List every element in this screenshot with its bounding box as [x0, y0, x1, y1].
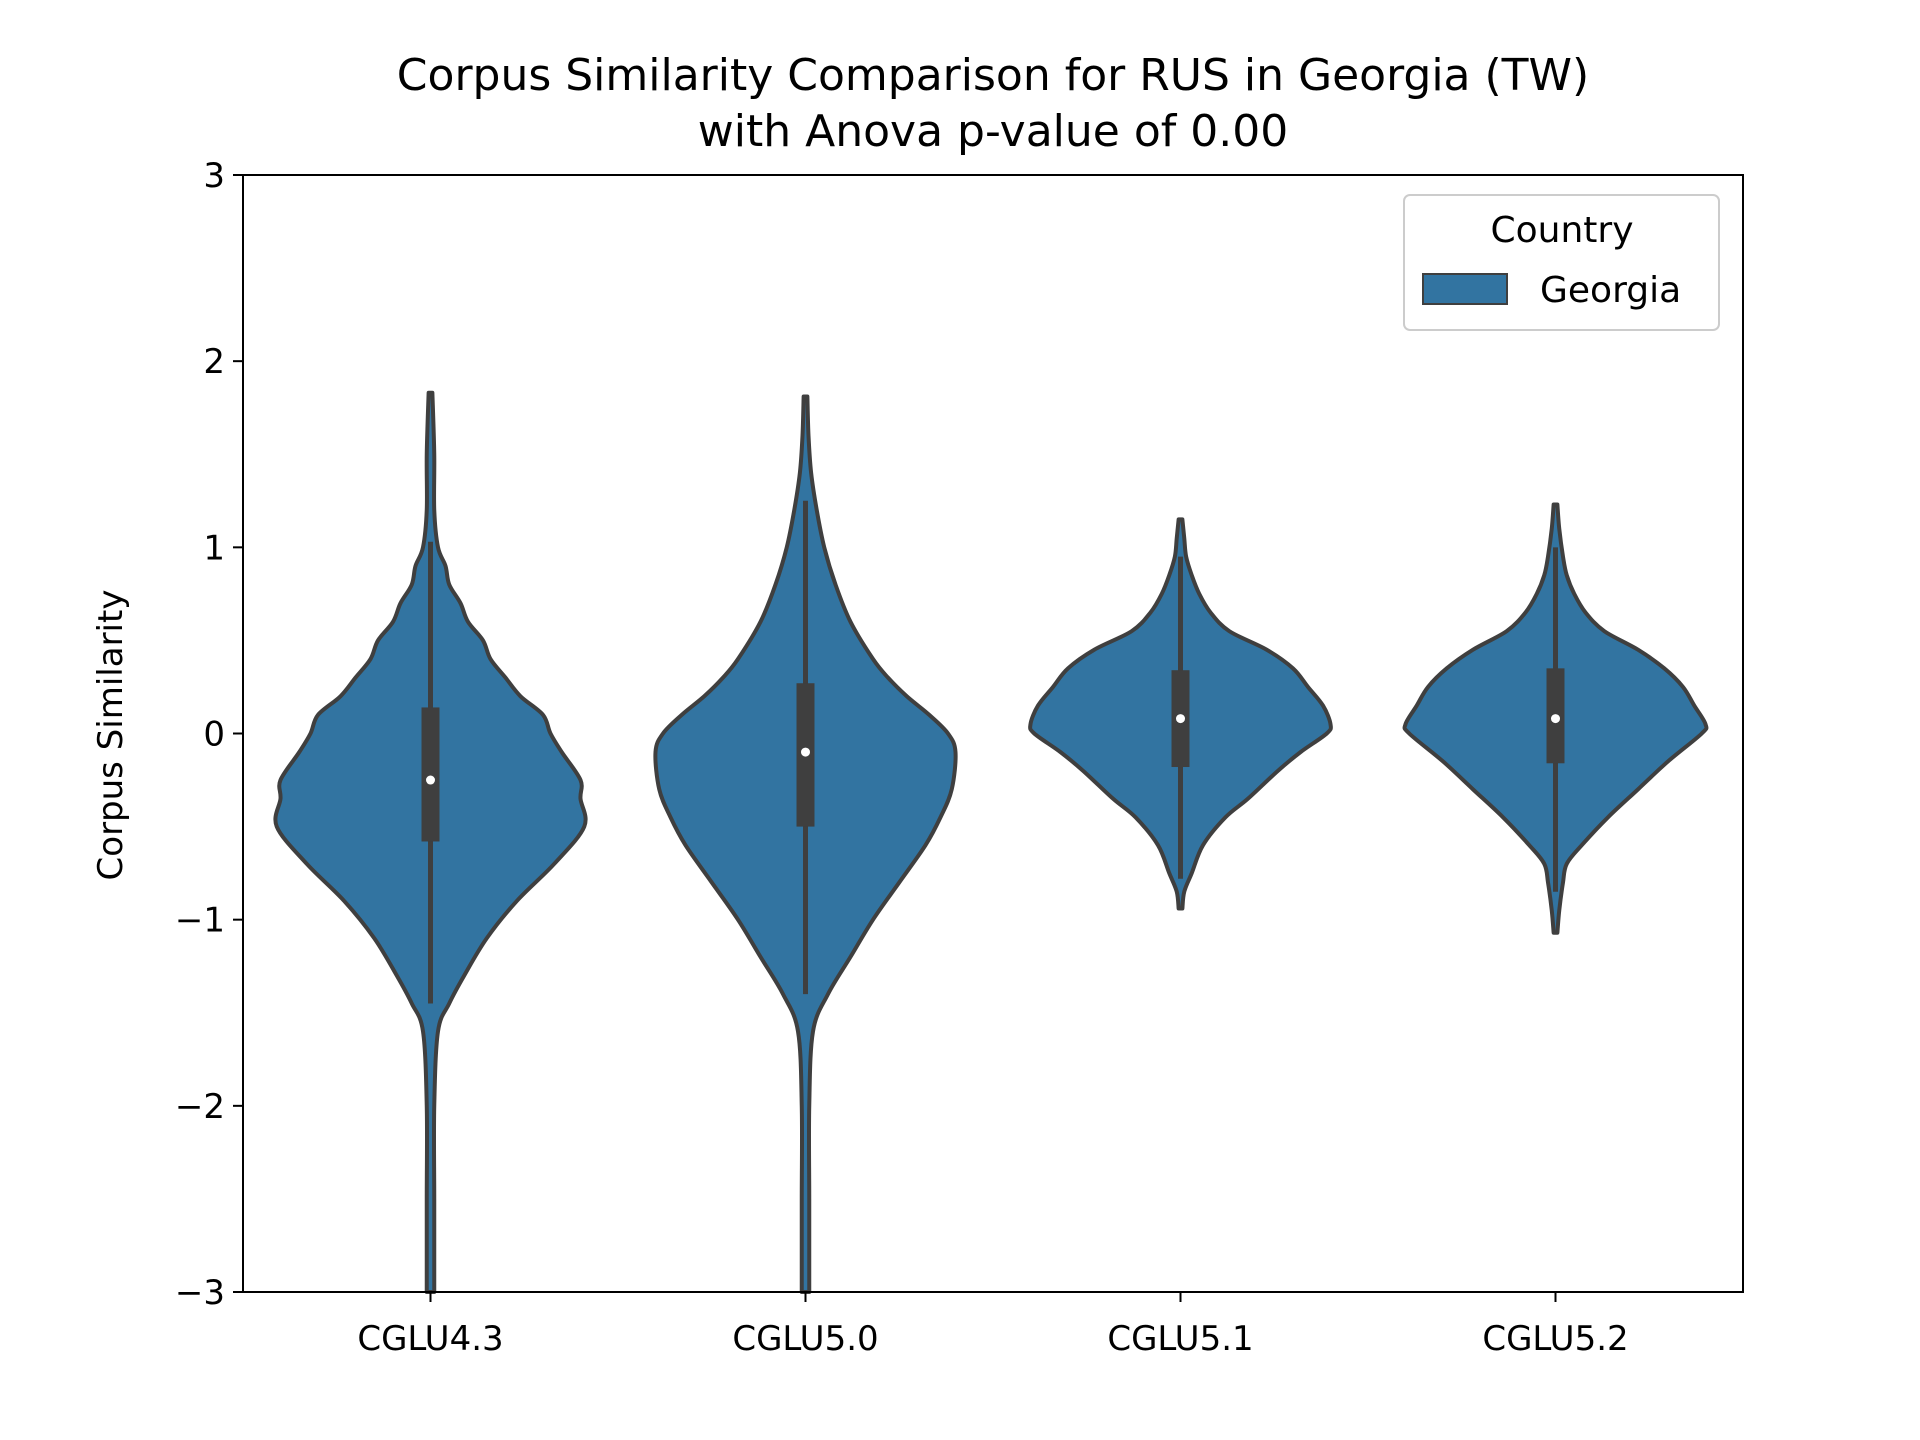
x-tick-label: CGLU4.3: [357, 1319, 503, 1359]
y-tick-label: 1: [203, 528, 225, 568]
y-tick-label: −1: [175, 901, 225, 941]
axes-frame: [242, 174, 1744, 1293]
violin-cglu4-3: [273, 390, 588, 1294]
y-tick-label: 0: [203, 715, 225, 755]
x-axis: CGLU4.3 CGLU5.0 CGLU5.1 CGLU5.2: [357, 1292, 1629, 1359]
violin-cglu5-1: [1028, 517, 1333, 911]
y-tick-label: −3: [175, 1273, 225, 1313]
y-tick-label: 2: [203, 342, 225, 382]
violin-cglu5-0: [653, 394, 958, 1294]
legend-entry-georgia: Georgia: [1540, 270, 1681, 311]
y-tick-label: −2: [175, 1087, 225, 1127]
violin-median-marker: [1551, 714, 1560, 724]
y-axis-label: Corpus Similarity: [91, 590, 131, 881]
violin-median-marker: [1176, 714, 1185, 724]
x-tick-label: CGLU5.1: [1107, 1319, 1253, 1359]
violin-iqr-box: [421, 707, 440, 842]
legend-title: Country: [1490, 210, 1633, 251]
y-axis: −3 −2 −1 0 1 2 3: [175, 156, 243, 1313]
violin-median-marker: [801, 747, 810, 757]
x-tick-label: CGLU5.0: [732, 1319, 878, 1359]
violin-median-marker: [426, 775, 435, 785]
plot-area: [273, 390, 1709, 1294]
chart-title: Corpus Similarity Comparison for RUS in …: [397, 50, 1589, 101]
legend: Country Georgia: [1403, 194, 1720, 331]
legend-swatch-georgia: [1422, 273, 1508, 305]
y-tick-label: 3: [203, 156, 225, 196]
violin-cglu5-2: [1402, 502, 1709, 935]
chart-subtitle: with Anova p-value of 0.00: [698, 106, 1288, 157]
x-tick-label: CGLU5.2: [1482, 1319, 1628, 1359]
